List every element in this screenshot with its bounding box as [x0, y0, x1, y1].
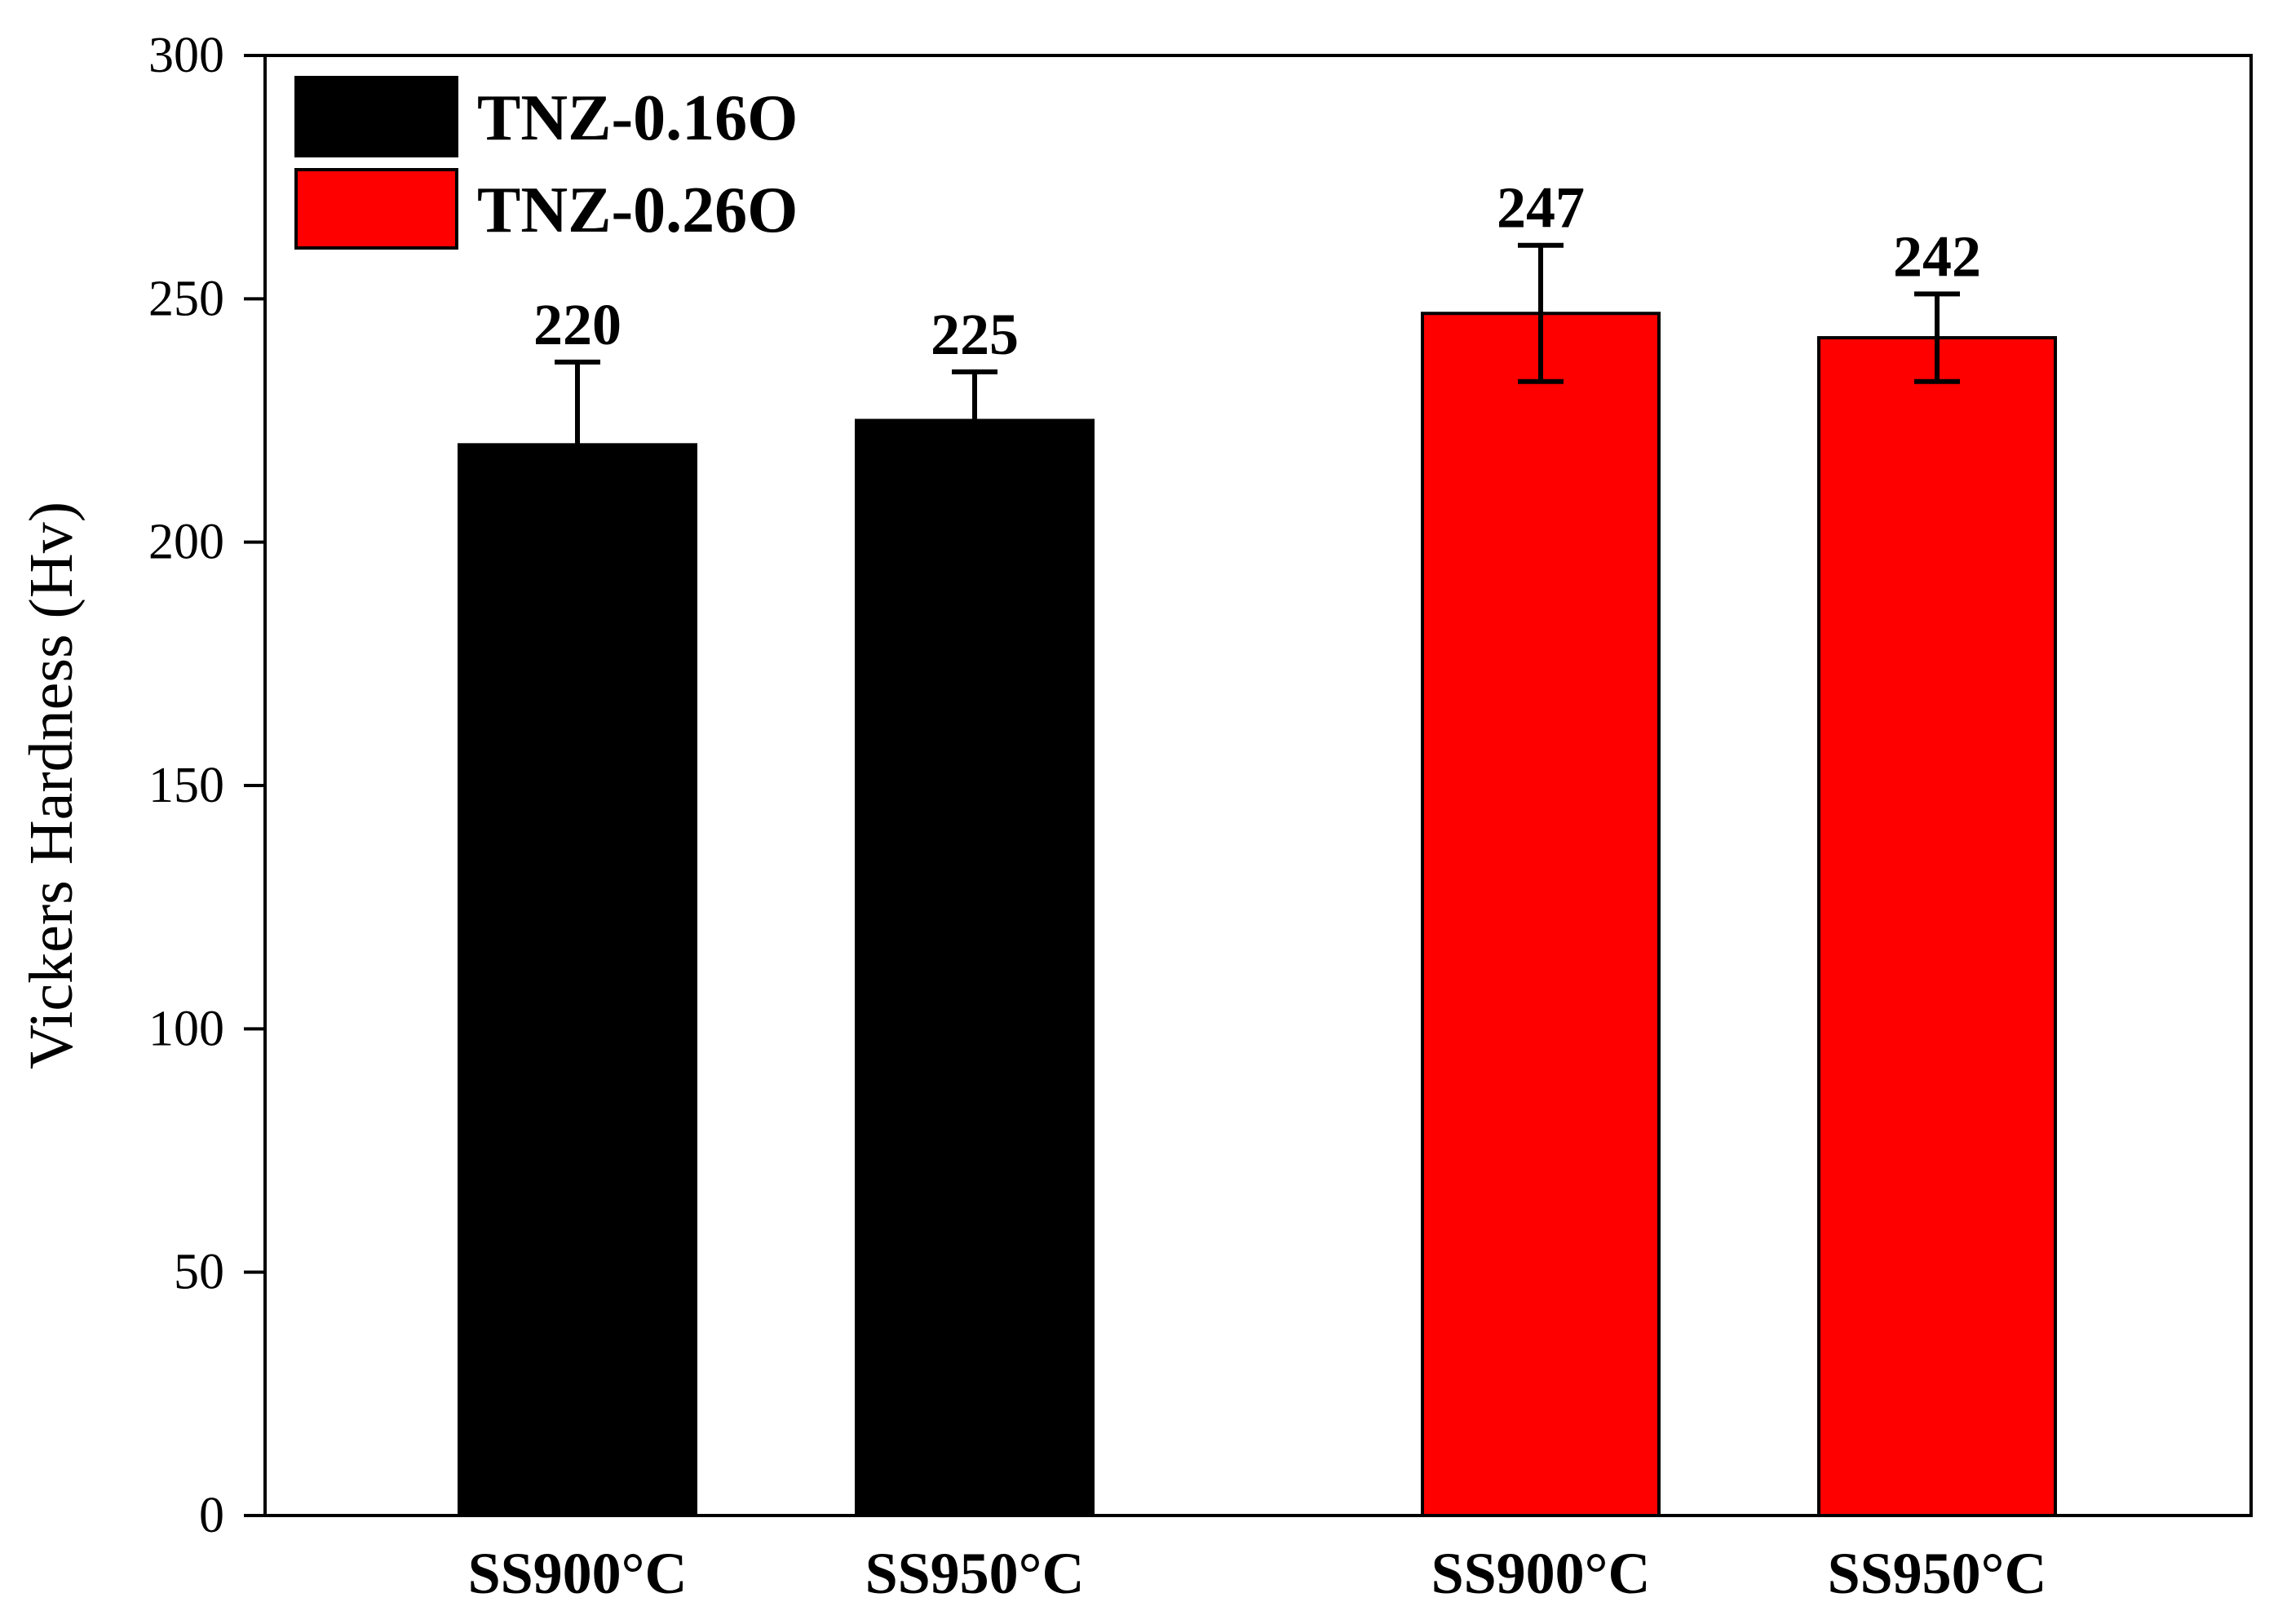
x-tick-label-2-2: SS950°C — [1828, 1541, 2047, 1606]
y-axis-title: Vickers Hardness (Hv) — [17, 502, 86, 1069]
x-tick-label-1-1: SS900°C — [468, 1541, 688, 1606]
legend: TNZ-0.16O TNZ-0.26O — [294, 76, 798, 250]
y-tick-label-300: 300 — [148, 28, 224, 83]
bar-2-2 — [1817, 336, 2057, 1518]
bar-2-1 — [1421, 312, 1661, 1518]
legend-swatch-2 — [294, 168, 458, 250]
bar-1-2 — [855, 418, 1095, 1517]
x-tick-label-2-1: SS900°C — [1431, 1541, 1651, 1606]
y-tick-label-50: 50 — [174, 1245, 224, 1300]
legend-swatch-1 — [294, 76, 458, 157]
y-tick-label-0: 0 — [199, 1488, 224, 1543]
axes-layer: SS900°C SS950°C SS900°C SS950°C 0 50 100 150 200… — [17, 28, 2253, 1606]
data-label-2-1: 247 — [1497, 175, 1585, 241]
data-label-1-1: 220 — [533, 292, 621, 357]
data-label-1-2: 225 — [931, 302, 1019, 367]
y-tick-label-250: 250 — [148, 271, 224, 326]
x-tick-label-1-2: SS950°C — [865, 1541, 1085, 1606]
legend-label-2: TNZ-0.26O — [477, 175, 798, 246]
y-tick-label-200: 200 — [148, 515, 224, 570]
y-tick-label-150: 150 — [148, 758, 224, 813]
legend-label-1: TNZ-0.16O — [477, 82, 798, 154]
bars-layer: 220 225 247 242 — [458, 175, 2057, 1518]
bar-1-1 — [458, 443, 697, 1517]
y-tick-label-100: 100 — [148, 1001, 224, 1056]
data-label-2-2: 242 — [1893, 223, 1981, 289]
